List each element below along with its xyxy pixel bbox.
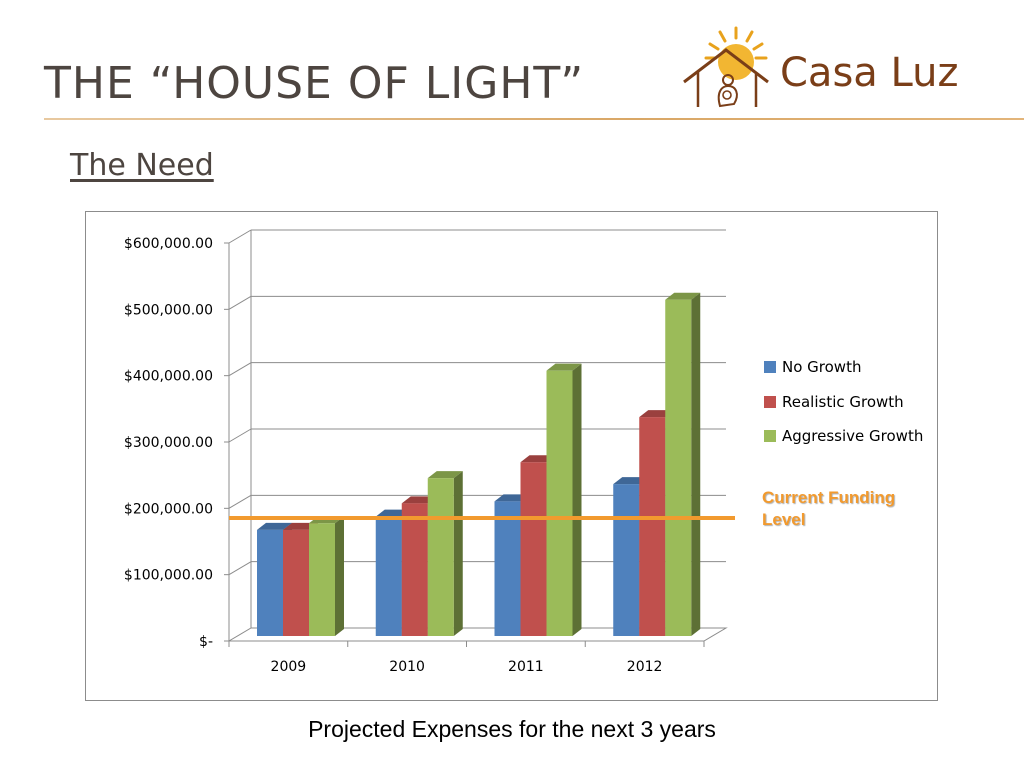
casa-luz-logo — [676, 22, 986, 117]
x-tick-label: 2009 — [271, 659, 307, 675]
bar — [401, 503, 428, 636]
legend-label: Aggressive Growth — [782, 427, 924, 446]
slide-subtitle: The Need — [70, 148, 214, 183]
y-tick-label: $200,000.00 — [124, 501, 213, 517]
chart-legend: No Growth Realistic Growth Aggressive Gr… — [764, 350, 923, 454]
bar-side — [691, 292, 701, 636]
legend-item-realistic-growth: Realistic Growth — [764, 385, 923, 420]
bar — [665, 299, 692, 636]
gridline-side — [228, 561, 252, 576]
bar-top — [257, 522, 292, 530]
x-tick-label: 2012 — [627, 659, 663, 675]
bar-top — [546, 363, 582, 371]
current-funding-label: Current Funding Level — [762, 488, 896, 529]
title-divider — [44, 118, 1024, 120]
sun-house-icon — [683, 26, 769, 108]
chart-caption: Projected Expenses for the next 3 years — [308, 716, 716, 742]
bar — [427, 478, 454, 636]
legend-item-no-growth: No Growth — [764, 350, 923, 385]
logo-text: Casa Luz — [780, 50, 959, 96]
legend-swatch — [764, 361, 776, 374]
bar — [375, 516, 402, 636]
bar-side — [335, 516, 344, 636]
slide-title: THE “HOUSE OF LIGHT” — [44, 58, 585, 109]
bar — [520, 462, 547, 636]
legend-item-aggressive-growth: Aggressive Growth — [764, 419, 923, 454]
bar-side — [453, 471, 463, 636]
y-tick-label: $400,000.00 — [124, 369, 213, 385]
y-tick-label: $300,000.00 — [124, 435, 213, 451]
legend-swatch — [764, 430, 776, 443]
gridline-side — [228, 428, 252, 443]
bar — [309, 523, 335, 636]
x-tick-label: 2011 — [508, 659, 544, 675]
legend-swatch — [764, 395, 776, 408]
bar — [639, 417, 666, 636]
bar — [546, 370, 573, 636]
gridline-side — [228, 295, 252, 310]
bar-side — [572, 363, 582, 636]
y-tick-label: $500,000.00 — [124, 302, 213, 318]
legend-label: No Growth — [782, 358, 862, 377]
gridline-side — [228, 494, 252, 509]
chart-floor — [227, 627, 728, 642]
bar-top — [665, 292, 701, 300]
legend-label: Realistic Growth — [782, 392, 904, 411]
bar — [257, 529, 283, 636]
y-tick-label: $- — [199, 634, 213, 650]
x-tick-label: 2010 — [389, 659, 425, 675]
bar-top — [427, 471, 463, 479]
gridline-side — [228, 229, 252, 244]
gridline-side — [228, 362, 252, 377]
bar — [283, 529, 309, 636]
y-tick-label: $100,000.00 — [124, 568, 213, 584]
y-tick-label: $600,000.00 — [124, 236, 213, 252]
bar — [494, 501, 521, 636]
bar — [613, 484, 640, 636]
